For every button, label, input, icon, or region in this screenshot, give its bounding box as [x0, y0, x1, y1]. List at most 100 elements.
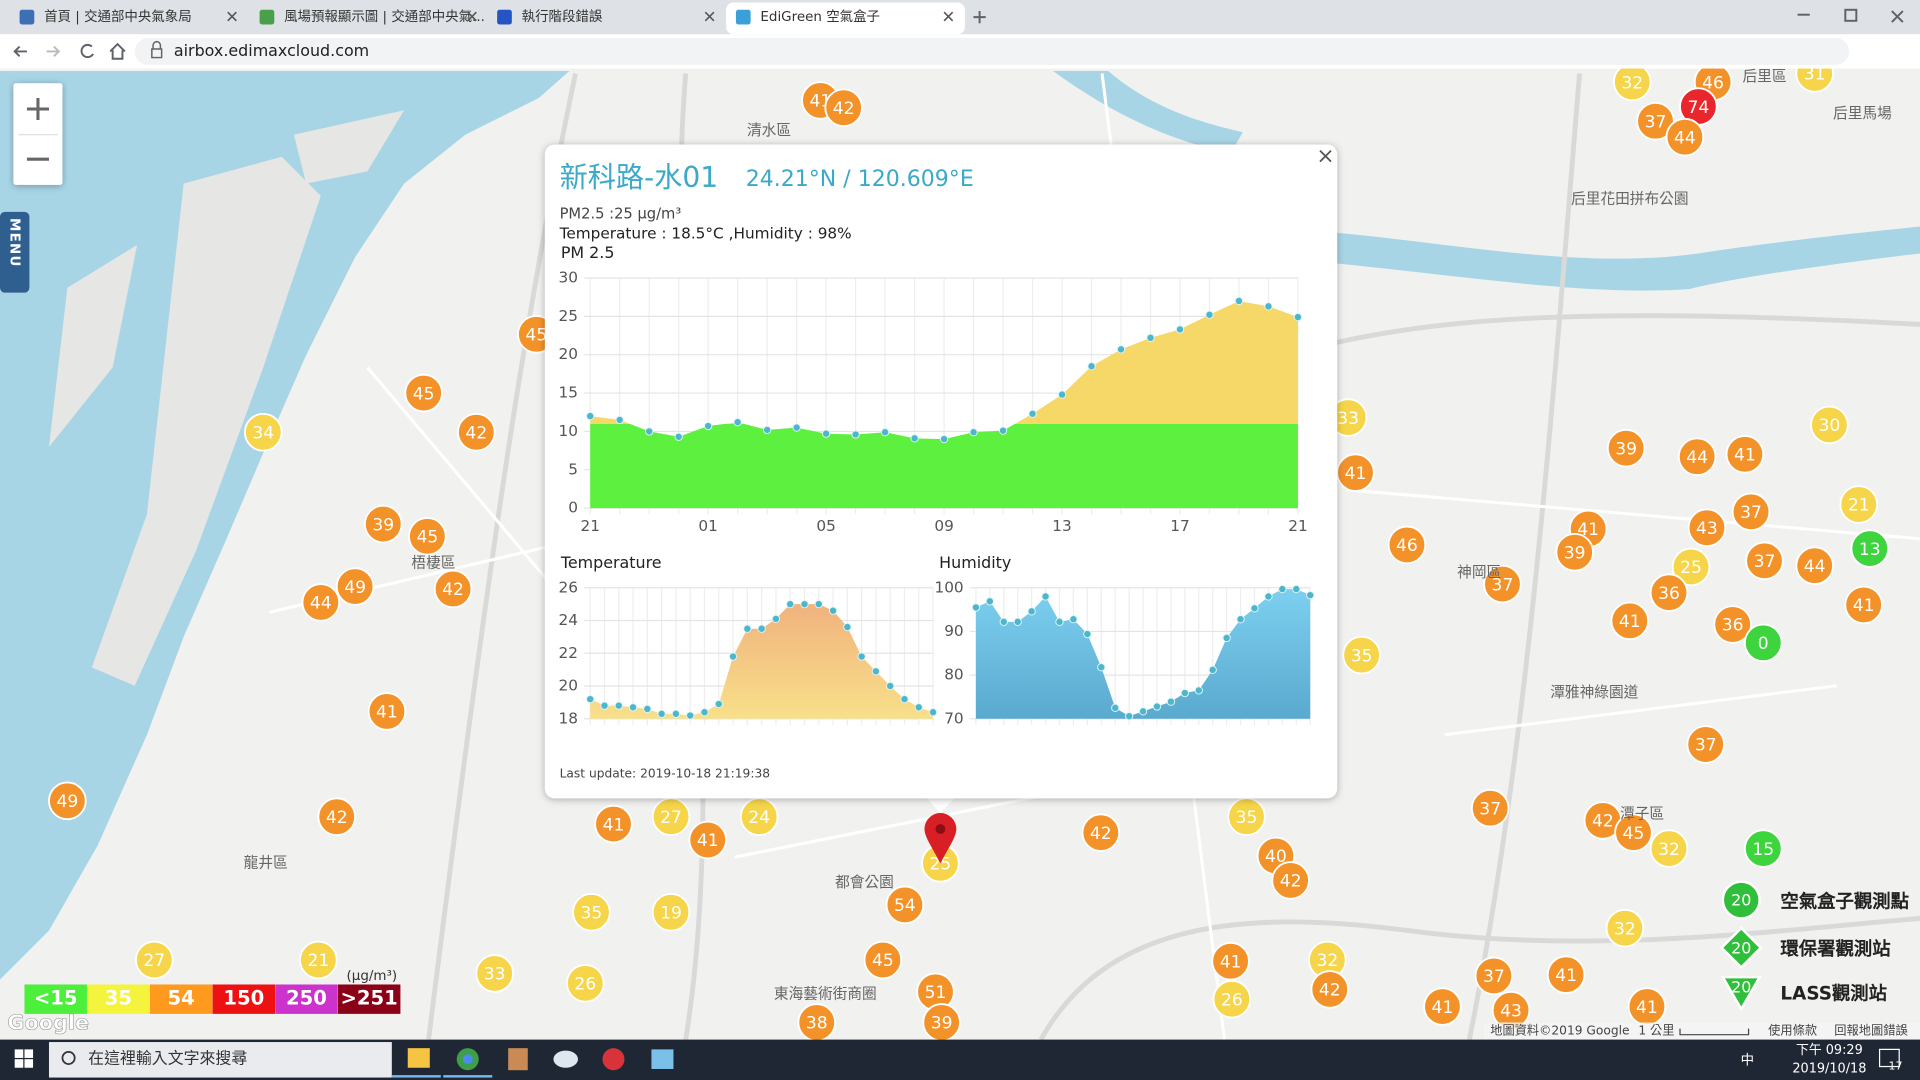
marker-value[interactable]: 74 [1687, 98, 1709, 118]
marker-dot[interactable] [1483, 564, 1522, 604]
marker-value[interactable]: 38 [806, 1014, 828, 1034]
marker-value[interactable]: 37 [1492, 575, 1514, 595]
station-marker[interactable]: 39 [1606, 428, 1646, 468]
marker-dot[interactable] [1546, 955, 1586, 994]
station-marker[interactable]: 41 [1610, 601, 1650, 641]
marker-dot[interactable] [688, 820, 728, 860]
station-marker[interactable]: 37 [1483, 564, 1522, 604]
marker-dot[interactable] [572, 892, 611, 932]
marker-value[interactable]: 45 [413, 384, 435, 404]
marker-value[interactable]: 21 [1848, 496, 1870, 516]
marker-dot[interactable] [1310, 970, 1350, 1009]
taskbar-apps[interactable] [391, 1048, 674, 1078]
marker-value[interactable]: 19 [660, 903, 682, 923]
station-marker[interactable]: 32 [1649, 829, 1689, 868]
station-marker[interactable]: 25 [921, 843, 960, 883]
marker-value[interactable]: 46 [1702, 73, 1724, 93]
marker-dot[interactable] [1610, 601, 1650, 641]
station-marker[interactable]: 39 [1555, 532, 1594, 572]
tab-close[interactable] [467, 11, 477, 22]
marker-dot[interactable] [135, 940, 174, 980]
station-marker[interactable]: 43 [1687, 508, 1727, 548]
marker-dot[interactable] [1649, 829, 1689, 868]
marker-value[interactable]: 41 [1555, 966, 1577, 986]
marker-value[interactable]: 41 [697, 831, 719, 851]
station-marker[interactable]: 32 [1612, 62, 1652, 102]
marker-value[interactable]: 45 [416, 528, 438, 548]
marker-value[interactable]: 49 [344, 578, 366, 598]
station-marker[interactable]: 36 [1713, 605, 1752, 644]
marker-dot[interactable] [1795, 546, 1834, 586]
station-marker[interactable]: 42 [824, 88, 863, 128]
marker-value[interactable]: 36 [1658, 584, 1680, 604]
marker-dot[interactable] [433, 569, 473, 609]
marker-value[interactable]: 35 [581, 903, 603, 923]
station-marker[interactable]: 51 [916, 972, 955, 1012]
station-marker[interactable]: 27 [135, 940, 174, 980]
marker-value[interactable]: 25 [930, 854, 952, 874]
marker-value[interactable]: 41 [1853, 596, 1875, 616]
station-marker[interactable]: 41 [1627, 987, 1667, 1026]
marker-value[interactable]: 32 [1316, 951, 1338, 971]
marker-value[interactable]: 37 [1645, 112, 1667, 132]
station-marker[interactable]: 42 [1081, 813, 1121, 852]
tab-title[interactable]: 首頁 | 交通部中央氣象局 [44, 8, 192, 25]
marker-dot[interactable] [1212, 979, 1252, 1019]
marker-value[interactable]: 44 [1686, 448, 1708, 468]
marker-dot[interactable] [1474, 956, 1514, 996]
marker-dot[interactable] [408, 517, 447, 556]
marker-value[interactable]: 41 [376, 703, 398, 723]
station-marker[interactable]: 15 [1743, 829, 1783, 868]
marker-value[interactable]: 43 [1500, 1001, 1522, 1021]
marker-value[interactable]: 26 [1221, 990, 1243, 1010]
marker-dot[interactable] [1081, 813, 1121, 852]
marker-value[interactable]: 27 [143, 951, 165, 971]
marker-dot[interactable] [1211, 941, 1250, 981]
station-marker[interactable]: 21 [1839, 485, 1879, 524]
station-marker[interactable]: 46 [1387, 525, 1427, 565]
station-marker[interactable]: 37 [1636, 101, 1675, 141]
marker-value[interactable]: 41 [1432, 998, 1454, 1018]
station-marker[interactable]: 37 [1474, 956, 1514, 996]
marker-value[interactable]: 15 [1752, 840, 1774, 860]
marker-value[interactable]: 41 [1345, 464, 1367, 484]
marker-value[interactable]: 35 [1236, 808, 1258, 828]
marker-dot[interactable] [1470, 788, 1510, 828]
marker-value[interactable]: 26 [574, 974, 596, 994]
nav-icons[interactable] [13, 8, 1904, 60]
zoom-in[interactable] [26, 97, 49, 120]
omnibox[interactable] [134, 37, 1849, 65]
menu-tab[interactable] [0, 211, 30, 293]
station-marker[interactable]: 37 [1470, 788, 1510, 828]
marker-value[interactable]: 36 [1722, 616, 1744, 636]
station-marker[interactable]: 45 [1614, 813, 1653, 852]
marker-value[interactable]: 42 [326, 808, 348, 828]
marker-dot[interactable] [1671, 547, 1711, 587]
taskbar-search[interactable] [48, 1042, 392, 1078]
marker-value[interactable]: 34 [252, 423, 274, 443]
marker-value[interactable]: 51 [925, 983, 947, 1003]
station-marker[interactable]: 35 [1227, 797, 1266, 837]
marker-dot[interactable] [885, 885, 925, 925]
station-marker[interactable]: 49 [335, 567, 375, 606]
marker-value[interactable]: 21 [307, 951, 329, 971]
marker-dot[interactable] [1605, 908, 1645, 948]
marker-dot[interactable] [824, 88, 863, 128]
marker-value[interactable]: 40 [1265, 847, 1287, 867]
tab-title[interactable]: EdiGreen 空氣盒子 [760, 8, 880, 25]
marker-dot[interactable] [1713, 605, 1752, 644]
station-marker[interactable]: 42 [433, 569, 473, 609]
station-marker[interactable]: 26 [566, 963, 605, 1003]
station-marker[interactable]: 49 [48, 781, 87, 821]
marker-value[interactable]: 49 [56, 792, 78, 812]
marker-value[interactable]: 30 [1818, 416, 1840, 436]
marker-dot[interactable] [1649, 573, 1689, 612]
station-marker[interactable]: 13 [1850, 529, 1890, 568]
close-button[interactable] [1319, 149, 1332, 163]
marker-dot[interactable] [1342, 635, 1381, 675]
marker-dot[interactable] [1839, 485, 1879, 524]
marker-dot[interactable] [1677, 437, 1717, 477]
marker-value[interactable]: 35 [1351, 646, 1373, 666]
marker-value[interactable]: 37 [1479, 799, 1501, 819]
marker-value[interactable]: 44 [1674, 128, 1696, 148]
